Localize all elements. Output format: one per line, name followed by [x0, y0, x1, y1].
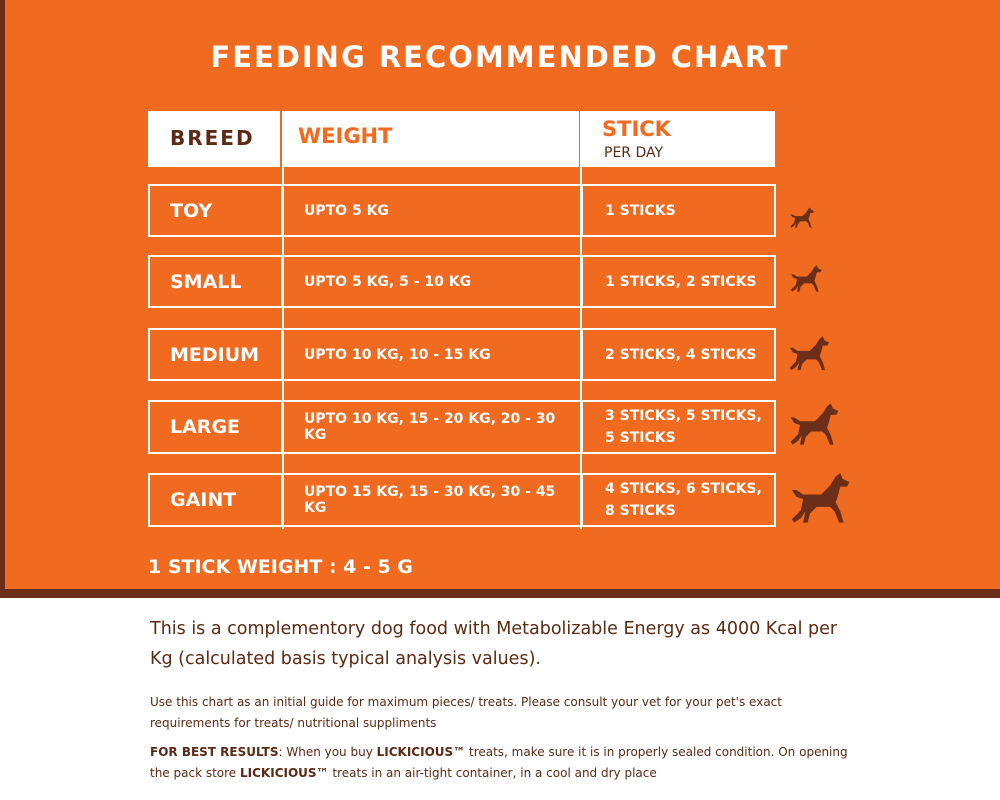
dog-silhouette-icon [791, 265, 822, 292]
weight-label: UPTO 10 KG, 15 - 20 KG, 20 - 30 KG [304, 411, 556, 443]
sticks-label: 3 STICKS, 5 STICKS, [605, 408, 762, 424]
brand-name: LICKICIOUS™ [376, 745, 466, 759]
best-results-label: FOR BEST RESULTS [150, 745, 279, 759]
weight-label: UPTO 5 KG, 5 - 10 KG [304, 273, 472, 290]
header-breed: BREED [148, 111, 280, 167]
row-giant-sticks: 4 STICKS, 6 STICKS, 8 STICKS [581, 473, 776, 527]
row-toy-sticks: 1 STICKS [581, 184, 776, 237]
guide-text: Use this chart as an initial guide for m… [150, 695, 782, 730]
breed-label: TOY [170, 199, 213, 222]
row-toy-breed: TOY [148, 184, 283, 237]
weight-label: UPTO 15 KG, 15 - 30 KG, 30 - 45 KG [304, 484, 556, 516]
row-small-weight: UPTO 5 KG, 5 - 10 KG [282, 255, 582, 308]
intro-text: This is a complementory dog food with Me… [150, 619, 838, 669]
chart-panel: FEEDING RECOMMENDED CHART BREED WEIGHT S… [0, 0, 1000, 598]
row-medium-sticks: 2 STICKS, 4 STICKS [581, 328, 776, 381]
sticks-label: 1 STICKS [605, 202, 676, 219]
sticks-label: 1 STICKS, 2 STICKS [605, 273, 757, 290]
row-large-sticks: 3 STICKS, 5 STICKS, 5 STICKS [581, 400, 776, 454]
stick-weight-note: 1 STICK WEIGHT : 4 - 5 G [148, 556, 413, 578]
chart-title: FEEDING RECOMMENDED CHART [210, 40, 790, 74]
row-small-breed: SMALL [148, 255, 283, 308]
best-part-1: : When you buy [278, 745, 377, 759]
sticks-label: 2 STICKS, 4 STICKS [605, 346, 757, 363]
row-small-sticks: 1 STICKS, 2 STICKS [581, 255, 776, 308]
header-breed-label: BREED [170, 126, 255, 150]
breed-label: GAINT [170, 489, 237, 511]
divider-line [282, 111, 284, 529]
dog-silhouette-icon [790, 207, 814, 228]
weight-label: UPTO 10 KG, 10 - 15 KG [304, 346, 491, 363]
sticks-label: 4 STICKS, 6 STICKS, [605, 481, 762, 497]
row-medium-breed: MEDIUM [148, 328, 283, 381]
row-large-weight: UPTO 10 KG, 15 - 20 KG, 20 - 30 KG [282, 400, 582, 454]
row-large-breed: LARGE [148, 400, 283, 454]
dog-silhouette-icon [790, 403, 839, 445]
row-medium-weight: UPTO 10 KG, 10 - 15 KG [282, 328, 582, 381]
sticks-label-2: 8 STICKS [605, 503, 676, 519]
sticks-label-2: 5 STICKS [605, 430, 676, 446]
row-giant-weight: UPTO 15 KG, 15 - 30 KG, 30 - 45 KG [282, 473, 582, 527]
breed-label: MEDIUM [170, 343, 260, 366]
breed-label: SMALL [170, 270, 242, 293]
best-part-2: treats, make sure it is in properly seal… [150, 745, 848, 780]
best-part-3: treats in an air-tight container, in a c… [328, 766, 657, 780]
row-giant-breed: GAINT [148, 473, 283, 527]
weight-label: UPTO 5 KG [304, 202, 389, 219]
header-weight-label: WEIGHT [298, 124, 393, 148]
header-stick-sub: PER DAY [604, 145, 664, 161]
header-weight: WEIGHT [284, 111, 579, 167]
header-stick: STICK PER DAY [582, 111, 775, 167]
brand-name: LICKICIOUS™ [240, 766, 329, 780]
divider-line [580, 111, 582, 529]
dog-silhouette-icon [789, 336, 829, 371]
header-stick-label: STICK [602, 117, 671, 141]
dog-silhouette-icon [791, 473, 850, 523]
best-results-text: FOR BEST RESULTS: When you buy LICKICIOU… [150, 742, 870, 784]
breed-label: LARGE [170, 416, 241, 438]
row-toy-weight: UPTO 5 KG [282, 184, 582, 237]
